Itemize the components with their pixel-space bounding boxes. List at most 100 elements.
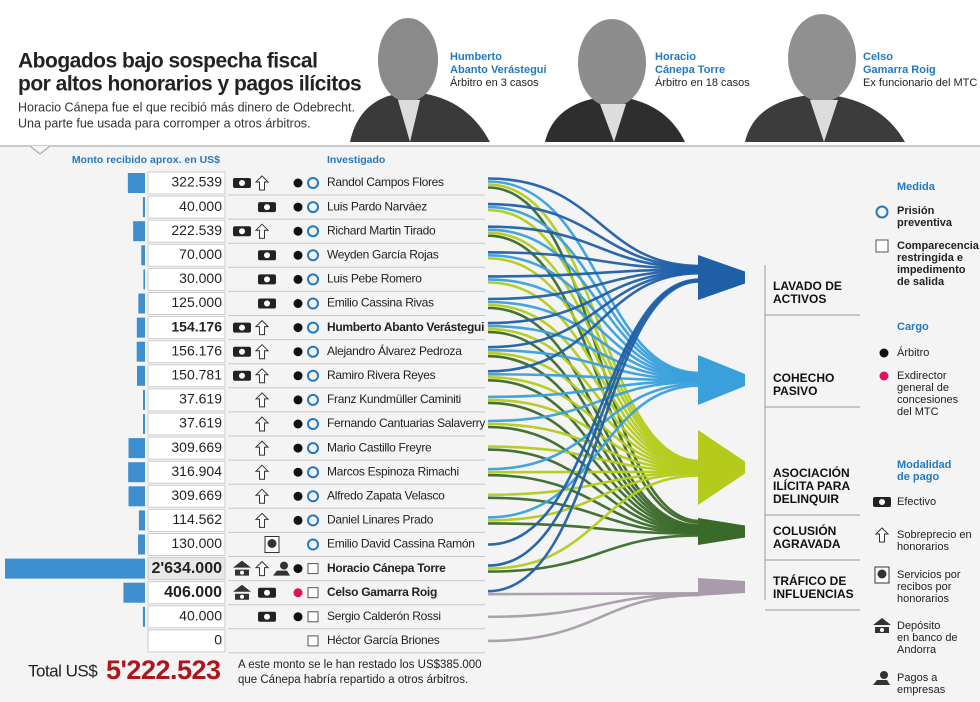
medida-circle bbox=[307, 201, 319, 214]
icon-s bbox=[254, 440, 270, 456]
legend-text: Depósito bbox=[897, 620, 940, 632]
medida-circle bbox=[307, 393, 319, 406]
profile-role: Ex funcionario del MTC bbox=[863, 77, 977, 89]
subtitle: Una parte fue usada para corromper a otr… bbox=[18, 116, 311, 130]
icon-p bbox=[273, 561, 290, 576]
flow bbox=[487, 234, 701, 525]
amount-box bbox=[147, 533, 226, 556]
name: Fernando Cantuarias Salaverry bbox=[327, 416, 485, 430]
flow bbox=[487, 354, 701, 529]
value-label: 114.562 bbox=[172, 511, 222, 527]
flow bbox=[487, 271, 701, 349]
bar bbox=[128, 486, 145, 507]
amount-box bbox=[147, 219, 226, 243]
flow bbox=[487, 281, 701, 466]
legend-title: Cargo bbox=[897, 321, 929, 333]
flow bbox=[487, 384, 701, 519]
amount-box bbox=[147, 436, 226, 460]
crime-label: ILÍCITA PARA bbox=[773, 478, 850, 493]
flow bbox=[487, 425, 701, 532]
legend-text: Servicios por bbox=[897, 569, 961, 581]
icon-s bbox=[254, 512, 270, 528]
cargo-dot bbox=[293, 250, 303, 260]
icon-s bbox=[254, 368, 270, 384]
flow bbox=[487, 445, 701, 473]
icon-part bbox=[264, 204, 270, 211]
medida-square bbox=[307, 587, 319, 599]
amount-box bbox=[147, 605, 226, 629]
flow bbox=[487, 324, 701, 380]
icon-part bbox=[254, 560, 270, 577]
icon-part bbox=[254, 416, 270, 432]
icon-part bbox=[254, 488, 270, 504]
crime-label: DELINQUIR bbox=[773, 492, 839, 506]
name: Marcos Espinoza Rimachi bbox=[327, 464, 459, 478]
bar bbox=[128, 462, 145, 483]
icon-s bbox=[254, 488, 270, 504]
flow bbox=[487, 348, 701, 381]
cargo-dot bbox=[293, 515, 303, 525]
icon-part bbox=[264, 252, 270, 259]
flow bbox=[487, 379, 701, 530]
legend-text: Comparecencia bbox=[897, 240, 980, 252]
flow bbox=[487, 205, 701, 376]
name: Luis Pardo Narváez bbox=[327, 199, 427, 213]
bar bbox=[143, 414, 145, 434]
icon-part bbox=[239, 372, 245, 379]
medida-circle bbox=[307, 297, 319, 310]
icon-part bbox=[879, 499, 885, 505]
value-label: 130.000 bbox=[171, 535, 222, 551]
flow bbox=[487, 327, 701, 468]
legend-text: honorarios bbox=[897, 593, 949, 605]
flow bbox=[487, 422, 701, 472]
cargo-dot bbox=[293, 612, 303, 622]
icon-part bbox=[273, 570, 290, 576]
icon-part bbox=[264, 276, 270, 283]
crime-label: COHECHO bbox=[773, 371, 834, 385]
flow bbox=[487, 180, 701, 375]
medida-square bbox=[307, 563, 319, 575]
flow-head bbox=[698, 255, 745, 300]
flow bbox=[487, 373, 701, 382]
flow bbox=[487, 257, 701, 465]
legend-dot bbox=[879, 348, 889, 358]
cargo-dot bbox=[293, 395, 303, 405]
name: Luis Pebe Romero bbox=[327, 272, 422, 286]
icon-part bbox=[254, 512, 270, 528]
legend-title: Medida bbox=[897, 181, 936, 193]
icon-s bbox=[874, 527, 890, 543]
medida-circle bbox=[307, 177, 319, 189]
value-label: 37.619 bbox=[179, 391, 222, 407]
amount-box bbox=[147, 267, 226, 291]
icon-part bbox=[254, 368, 270, 384]
icon-d bbox=[873, 618, 891, 633]
name: Richard Martin Tirado bbox=[327, 223, 436, 237]
value-label: 406.000 bbox=[164, 584, 222, 601]
icon-part bbox=[874, 527, 890, 543]
amount-box bbox=[147, 629, 226, 653]
icon-part bbox=[880, 628, 884, 632]
flow-head bbox=[698, 518, 745, 545]
medida-circle bbox=[307, 225, 319, 238]
icon-e bbox=[233, 178, 251, 188]
medida-circle bbox=[307, 466, 319, 479]
legend-text: Sobreprecio en bbox=[897, 529, 972, 541]
bar bbox=[143, 269, 145, 290]
note: que Cánepa habría repartido a otros árbi… bbox=[238, 674, 468, 686]
flow bbox=[487, 471, 701, 497]
flow bbox=[487, 270, 701, 325]
icon-part bbox=[254, 440, 270, 456]
crime-label: ACTIVOS bbox=[773, 292, 826, 306]
crime-label: LAVADO DE bbox=[773, 279, 842, 293]
profile-name: Humberto bbox=[450, 51, 502, 63]
icon-e bbox=[233, 322, 251, 333]
legend-text: honorarios bbox=[897, 541, 949, 553]
cargo-dot bbox=[293, 419, 303, 429]
icon-s bbox=[254, 416, 270, 432]
flow bbox=[487, 186, 701, 523]
crime-label: ASOCIACIÓN bbox=[773, 465, 850, 480]
amount-box bbox=[147, 195, 226, 219]
legend-text: preventiva bbox=[897, 217, 953, 229]
bar bbox=[138, 293, 145, 314]
amount-box bbox=[147, 508, 226, 532]
